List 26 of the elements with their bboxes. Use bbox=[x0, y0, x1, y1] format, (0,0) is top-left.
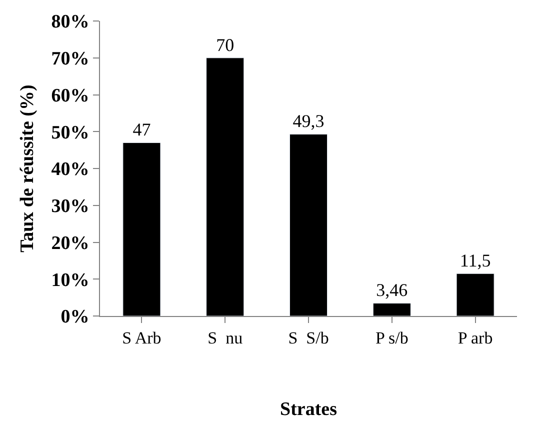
y-axis-title: Taux de réussite (%) bbox=[17, 84, 38, 252]
bar bbox=[206, 58, 244, 316]
x-axis-title: Strates bbox=[280, 399, 337, 420]
bar bbox=[456, 273, 494, 316]
x-tick-label: S S/b bbox=[288, 328, 329, 348]
x-tick-label: P s/b bbox=[375, 328, 408, 348]
data-label: 3,46 bbox=[376, 280, 408, 300]
bar bbox=[372, 302, 411, 316]
x-tick-label: S Arb bbox=[122, 328, 162, 348]
data-label: 70 bbox=[216, 34, 234, 55]
y-tick-label: 10% bbox=[51, 270, 90, 291]
bar bbox=[289, 134, 328, 316]
y-tick-label: 60% bbox=[51, 85, 90, 106]
y-tick-label: 50% bbox=[51, 122, 90, 144]
y-tick-label: 80% bbox=[51, 12, 90, 33]
y-tick-label: 30% bbox=[51, 196, 90, 218]
y-tick-label: 0% bbox=[60, 306, 90, 328]
bar bbox=[122, 142, 161, 316]
data-label: 11,5 bbox=[460, 250, 491, 271]
data-label: 49,3 bbox=[292, 111, 324, 132]
y-tick-label: 40% bbox=[51, 159, 90, 180]
data-label: 47 bbox=[132, 120, 151, 140]
y-tick-label: 70% bbox=[51, 48, 90, 70]
x-tick-label: S nu bbox=[208, 328, 244, 348]
y-tick-label: 20% bbox=[51, 232, 90, 254]
x-tick-label: P arb bbox=[458, 328, 493, 348]
